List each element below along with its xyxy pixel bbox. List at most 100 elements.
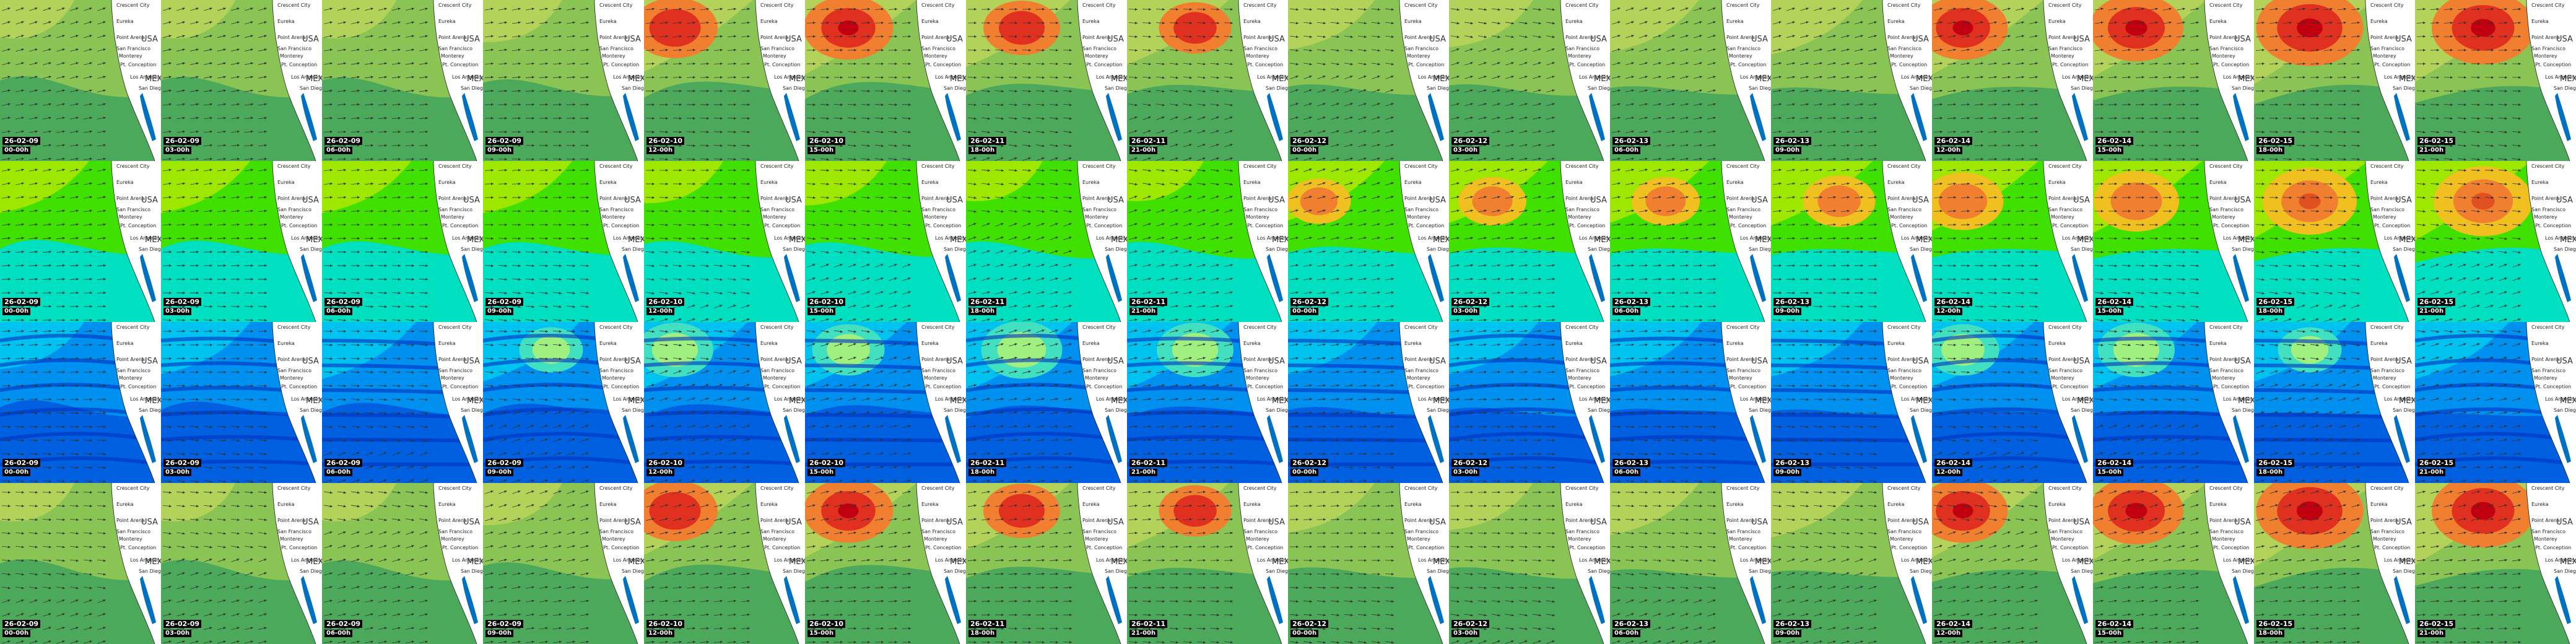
map-graphic <box>1932 483 2093 644</box>
city-label: Crescent City <box>760 485 794 491</box>
city-label: Point Arena <box>921 357 950 362</box>
city-label: San Diego <box>622 246 644 252</box>
city-label: Pt. Conception <box>1730 62 1767 67</box>
country-label: USA <box>1590 35 1607 44</box>
country-label: MEX <box>1272 396 1288 406</box>
city-label: Monterey <box>1407 214 1430 220</box>
map-tile: Crescent City Eureka Point Arena San Franci… <box>805 322 966 483</box>
map-graphic <box>1127 161 1288 322</box>
city-label: Eureka <box>438 19 456 24</box>
city-label: Monterey <box>1568 375 1591 381</box>
city-label: Monterey <box>2051 214 2074 220</box>
frame-date: 26-02-11 <box>1129 298 1168 306</box>
map-tile: Crescent City Eureka Point Arena San Franci… <box>2093 0 2254 161</box>
country-label: MEX <box>628 396 644 406</box>
frame-step: 09-00h <box>485 630 514 637</box>
city-label: Pt. Conception <box>1086 62 1123 67</box>
frame-step: 09-00h <box>1773 308 1802 315</box>
frame-step: 15-00h <box>807 308 836 315</box>
city-label: Point Arena <box>1726 357 1755 362</box>
country-label: MEX <box>1594 396 1610 406</box>
map-tile: Crescent City Eureka Point Arena San Franci… <box>1932 483 2093 644</box>
city-label: Monterey <box>763 53 786 59</box>
city-label: Los Angeles <box>1579 74 1609 80</box>
city-label: Monterey <box>441 53 464 59</box>
map-graphic <box>1771 161 1932 322</box>
city-label: Los Angeles <box>130 557 160 563</box>
city-label: San Francisco <box>1887 207 1921 212</box>
city-label: San Diego <box>1588 85 1610 91</box>
map-graphic <box>1771 483 1932 644</box>
city-label: Monterey <box>1890 536 1913 542</box>
frame-step: 06-00h <box>324 469 353 476</box>
city-label: Point Arena <box>1243 196 1272 201</box>
map-tile: Crescent City Eureka Point Arena San Franci… <box>2254 322 2415 483</box>
city-label: Eureka <box>2531 19 2549 24</box>
city-label: Monterey <box>1729 53 1752 59</box>
city-label: Pt. Conception <box>2535 62 2572 67</box>
city-label: Pt. Conception <box>1569 223 1606 228</box>
city-label: Crescent City <box>1887 163 1921 169</box>
city-label: Monterey <box>2051 375 2074 381</box>
city-label: San Francisco <box>277 207 311 212</box>
map-graphic <box>1610 161 1771 322</box>
city-label: Monterey <box>1890 53 1913 59</box>
country-label: USA <box>2556 357 2573 366</box>
frame-step: 09-00h <box>1773 147 1802 154</box>
frame-step: 21-00h <box>2417 308 2446 315</box>
city-label: Crescent City <box>277 163 311 169</box>
city-label: Crescent City <box>921 485 955 491</box>
country-label: USA <box>2395 357 2412 366</box>
city-label: Crescent City <box>2209 2 2243 8</box>
frame-step: 21-00h <box>2417 630 2446 637</box>
map-graphic <box>1610 322 1771 483</box>
city-label: Monterey <box>280 214 303 220</box>
frame-step: 06-00h <box>1612 147 1641 154</box>
country-label: USA <box>1590 196 1607 205</box>
city-label: Los Angeles <box>2545 396 2575 402</box>
city-label: Crescent City <box>1404 2 1438 8</box>
city-label: Monterey <box>119 53 142 59</box>
city-label: Eureka <box>1082 341 1100 346</box>
city-label: Point Arena <box>921 196 950 201</box>
city-label: Crescent City <box>1243 163 1277 169</box>
city-label: Crescent City <box>1404 485 1438 491</box>
city-label: Point Arena <box>2209 196 2238 201</box>
country-label: MEX <box>950 557 966 567</box>
city-label: Monterey <box>1246 375 1269 381</box>
country-label: MEX <box>628 557 644 567</box>
country-label: MEX <box>2560 396 2576 406</box>
frame-step: 00-00h <box>1290 469 1319 476</box>
frame-date: 26-02-10 <box>646 137 685 145</box>
city-label: Monterey <box>1085 536 1108 542</box>
map-tile: Crescent City Eureka Point Arena San Franci… <box>1771 483 1932 644</box>
city-label: Eureka <box>1887 180 1905 185</box>
city-label: Crescent City <box>438 324 472 330</box>
map-tile: Crescent City Eureka Point Arena San Franci… <box>2415 0 2576 161</box>
city-label: Pt. Conception <box>1891 545 1928 550</box>
city-label: Point Arena <box>2209 518 2238 523</box>
city-label: Los Angeles <box>1901 557 1931 563</box>
map-tile: Crescent City Eureka Point Arena San Franci… <box>1610 161 1771 322</box>
city-label: Los Angeles <box>2062 557 2092 563</box>
city-label: Point Arena <box>599 35 628 40</box>
city-label: San Francisco <box>1404 368 1438 373</box>
country-label: USA <box>2234 357 2251 366</box>
city-label: Point Arena <box>438 35 467 40</box>
frame-date: 26-02-13 <box>1612 298 1651 306</box>
frame-date: 26-02-12 <box>1451 459 1490 467</box>
city-label: San Francisco <box>1887 46 1921 51</box>
map-graphic <box>322 483 483 644</box>
city-label: San Francisco <box>921 529 955 534</box>
country-label: USA <box>302 196 319 205</box>
frame-date: 26-02-10 <box>646 459 685 467</box>
city-label: Point Arena <box>1565 518 1594 523</box>
city-label: Crescent City <box>1565 163 1599 169</box>
city-label: Los Angeles <box>1901 396 1931 402</box>
city-label: San Francisco <box>1726 368 1760 373</box>
city-label: San Diego <box>139 246 161 252</box>
frame-date: 26-02-09 <box>2 620 41 628</box>
country-label: MEX <box>2399 74 2415 84</box>
city-label: San Diego <box>2232 85 2254 91</box>
city-label: Eureka <box>2048 502 2066 507</box>
